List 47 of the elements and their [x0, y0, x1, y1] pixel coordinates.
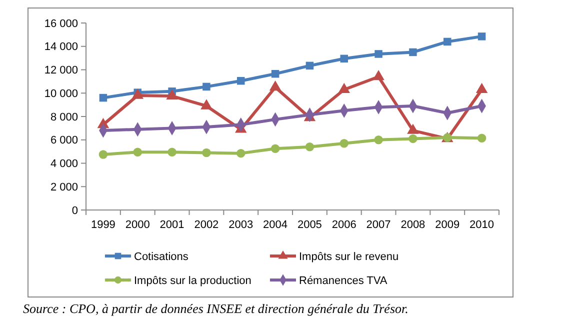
legend-label: Rémanences TVA: [299, 274, 388, 287]
point: [409, 48, 417, 56]
point: [270, 144, 280, 153]
y-tick-label: 16 000: [44, 18, 78, 30]
x-tick-label: 2002: [194, 219, 219, 231]
point: [168, 148, 176, 157]
x-tick-label: 2004: [263, 219, 288, 231]
y-tick-label: 0: [72, 204, 78, 217]
point: [202, 82, 210, 91]
x-tick-label: 2009: [435, 219, 460, 231]
legend-label: Cotisations: [134, 250, 189, 263]
legend-label: Impôts sur la production: [134, 274, 252, 287]
y-tick-label: 10 000: [44, 88, 78, 100]
legend-label: Impôts sur le revenu: [299, 250, 399, 263]
point: [99, 94, 108, 102]
point: [305, 142, 314, 152]
point: [444, 38, 452, 46]
y-tick-label: 12 000: [44, 64, 78, 77]
point: [306, 62, 314, 70]
point: [374, 136, 383, 144]
point: [202, 148, 211, 158]
point: [478, 32, 486, 40]
x-tick-label: 2006: [332, 219, 356, 231]
source-note: Source : CPO, à partir de données INSEE et direction générale du Trésor.: [23, 301, 408, 316]
x-tick-label: 2003: [228, 219, 254, 231]
point: [271, 70, 280, 78]
point: [236, 148, 246, 158]
point: [374, 50, 382, 58]
point: [408, 134, 418, 144]
point: [340, 139, 348, 148]
y-tick-label: 6 000: [50, 134, 78, 147]
point: [133, 148, 142, 157]
x-tick-label: 2008: [400, 219, 426, 231]
point: [477, 134, 486, 142]
x-tick-label: 1999: [90, 219, 116, 231]
x-tick-label: 2005: [297, 219, 322, 231]
y-tick-label: 4 000: [50, 158, 78, 170]
x-tick-label: 2001: [160, 219, 184, 231]
y-tick-label: 14 000: [44, 41, 78, 54]
x-tick-label: 2000: [125, 219, 150, 231]
x-tick-label: 2010: [470, 219, 494, 231]
point: [340, 54, 348, 63]
x-tick-label: 2007: [366, 219, 391, 231]
point: [237, 76, 245, 85]
point: [98, 150, 108, 159]
y-tick-label: 8 000: [50, 111, 78, 124]
y-tick-label: 2 000: [50, 181, 78, 194]
